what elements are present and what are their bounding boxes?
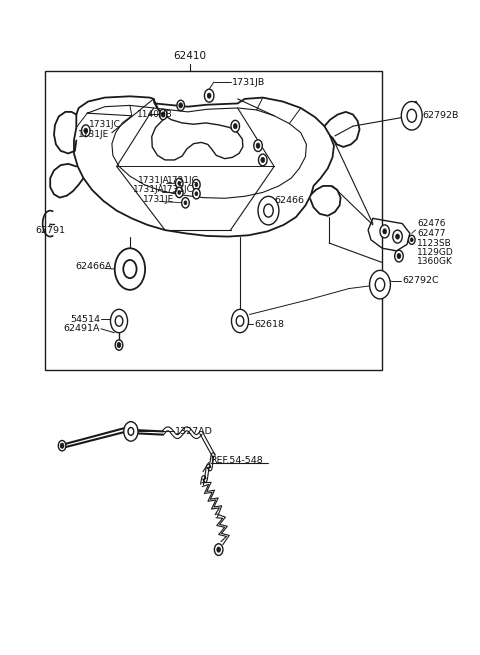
Text: 1731JE: 1731JE bbox=[143, 195, 174, 204]
Text: 62792C: 62792C bbox=[402, 276, 439, 285]
Text: 1731JE: 1731JE bbox=[78, 130, 109, 139]
Circle shape bbox=[184, 201, 187, 205]
Text: 1123SB: 1123SB bbox=[418, 238, 452, 248]
Text: 1731JC: 1731JC bbox=[167, 176, 198, 185]
Circle shape bbox=[178, 181, 180, 185]
Circle shape bbox=[233, 124, 237, 129]
Circle shape bbox=[178, 191, 180, 195]
Circle shape bbox=[397, 253, 401, 259]
Text: 62792B: 62792B bbox=[422, 111, 458, 121]
Circle shape bbox=[159, 109, 167, 120]
Circle shape bbox=[256, 143, 260, 148]
Circle shape bbox=[84, 128, 88, 134]
Circle shape bbox=[176, 178, 183, 189]
Circle shape bbox=[204, 89, 214, 102]
Circle shape bbox=[181, 198, 189, 208]
Text: 1731JB: 1731JB bbox=[231, 77, 264, 86]
Circle shape bbox=[192, 189, 200, 199]
Text: 1731JA: 1731JA bbox=[133, 185, 165, 195]
Text: 1731JA: 1731JA bbox=[137, 176, 169, 185]
Circle shape bbox=[58, 441, 66, 451]
Circle shape bbox=[383, 229, 386, 234]
Circle shape bbox=[60, 443, 64, 448]
Text: 54514: 54514 bbox=[70, 314, 100, 324]
Circle shape bbox=[217, 547, 220, 552]
Circle shape bbox=[195, 183, 198, 187]
Circle shape bbox=[396, 234, 399, 239]
Text: 62466: 62466 bbox=[274, 196, 304, 206]
Circle shape bbox=[408, 235, 415, 244]
Circle shape bbox=[380, 225, 389, 238]
Circle shape bbox=[215, 544, 223, 555]
Circle shape bbox=[231, 309, 249, 333]
Text: 1129GD: 1129GD bbox=[418, 248, 454, 257]
Circle shape bbox=[261, 157, 264, 162]
Circle shape bbox=[401, 102, 422, 130]
Circle shape bbox=[393, 230, 402, 243]
Circle shape bbox=[370, 271, 390, 299]
Circle shape bbox=[410, 238, 413, 242]
Text: 62618: 62618 bbox=[254, 320, 284, 329]
Circle shape bbox=[161, 112, 165, 117]
Circle shape bbox=[195, 192, 198, 196]
Circle shape bbox=[115, 248, 145, 290]
Circle shape bbox=[82, 125, 90, 136]
Circle shape bbox=[258, 196, 279, 225]
Text: 1327AD: 1327AD bbox=[175, 427, 213, 436]
Text: 1140HB: 1140HB bbox=[137, 110, 172, 119]
Circle shape bbox=[259, 154, 267, 166]
Text: REF.54-548: REF.54-548 bbox=[211, 456, 264, 465]
Text: 1731JC: 1731JC bbox=[89, 121, 121, 130]
Circle shape bbox=[179, 103, 182, 108]
Text: 62477: 62477 bbox=[418, 229, 446, 238]
Text: 62491A: 62491A bbox=[63, 324, 100, 333]
Circle shape bbox=[395, 250, 403, 262]
Circle shape bbox=[124, 422, 138, 441]
Circle shape bbox=[117, 343, 121, 348]
Text: 62476: 62476 bbox=[418, 219, 446, 228]
Text: 1731JC: 1731JC bbox=[162, 185, 194, 195]
Text: 62410: 62410 bbox=[174, 51, 207, 61]
Text: 1360GK: 1360GK bbox=[418, 257, 453, 266]
Circle shape bbox=[110, 309, 128, 333]
Circle shape bbox=[231, 121, 240, 132]
Circle shape bbox=[192, 179, 200, 190]
Text: 62466A: 62466A bbox=[75, 262, 111, 271]
Circle shape bbox=[254, 140, 262, 151]
Circle shape bbox=[177, 100, 184, 111]
Bar bbox=[46, 71, 383, 369]
Circle shape bbox=[176, 187, 183, 198]
Circle shape bbox=[207, 93, 211, 98]
Circle shape bbox=[115, 340, 123, 350]
Text: 62791: 62791 bbox=[35, 225, 65, 234]
